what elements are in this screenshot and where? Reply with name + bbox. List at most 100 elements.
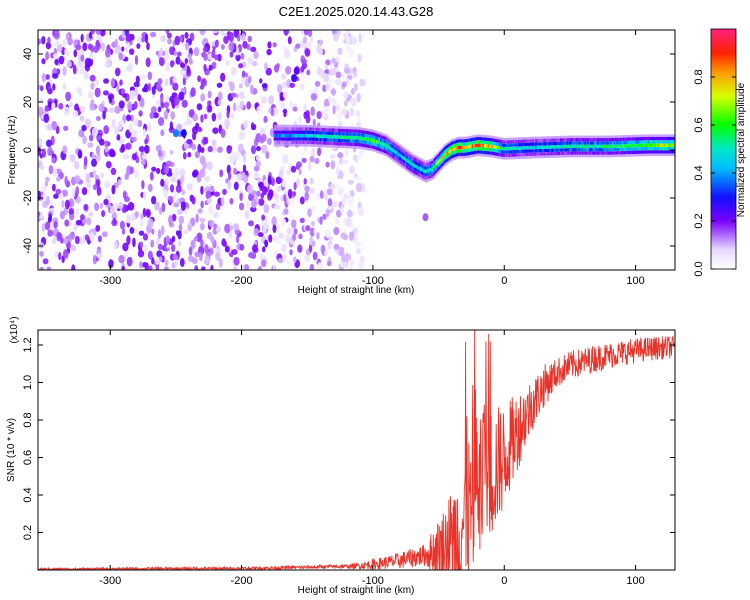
heatmap-cell (665, 150, 668, 154)
heatmap-cell (471, 154, 475, 158)
heatmap-cell (433, 168, 437, 172)
heatmap-cell (538, 145, 542, 149)
heatmap-cell (419, 167, 422, 171)
heatmap-cell (527, 149, 530, 153)
heatmap-cell (573, 154, 576, 158)
heatmap-cell (345, 139, 349, 143)
heatmap-cell (331, 128, 334, 132)
heatmap-cell (280, 130, 283, 134)
heatmap-cell (346, 217, 351, 228)
heatmap-cell (508, 150, 511, 154)
x-tick-label: -200 (231, 575, 253, 587)
heatmap-cell (608, 148, 611, 152)
heatmap-cell (293, 137, 296, 141)
heatmap-cell (567, 154, 571, 158)
heatmap-cell (429, 164, 433, 168)
heatmap-cell (436, 168, 439, 172)
heatmap-cell (309, 137, 312, 141)
heatmap-cell (642, 143, 645, 147)
heatmap-cell (500, 143, 504, 147)
heatmap-cell (357, 139, 360, 143)
heatmap-cell (105, 160, 112, 169)
heatmap-cell (328, 235, 333, 242)
heatmap-cell (661, 140, 664, 144)
heatmap-cell (663, 134, 666, 137)
heatmap-cell (352, 67, 357, 73)
heatmap-cell (595, 141, 598, 145)
heatmap-cell (498, 152, 501, 157)
heatmap-cell (583, 151, 586, 155)
heatmap-cell (137, 250, 145, 258)
heatmap-cell (418, 157, 421, 160)
heatmap-cell (598, 151, 601, 155)
heatmap-cell (483, 150, 486, 155)
heatmap-cell (668, 146, 672, 151)
heatmap-cell (112, 217, 117, 225)
heatmap-cell (281, 134, 284, 138)
heatmap-cell (364, 140, 367, 144)
heatmap-cell (411, 159, 414, 163)
heatmap-cell (289, 249, 293, 256)
heatmap-cell (500, 146, 504, 150)
heatmap-cell (456, 137, 459, 140)
heatmap-cell (190, 87, 196, 97)
heatmap-cell (604, 141, 607, 145)
heatmap-cell (361, 146, 364, 150)
heatmap-cell (453, 147, 456, 151)
heatmap-cell (124, 46, 129, 53)
heatmap-cell (443, 145, 446, 148)
heatmap-cell (299, 83, 305, 90)
heatmap-cell (440, 167, 443, 171)
heatmap-cell (369, 145, 372, 149)
heatmap-cell (318, 127, 321, 132)
heatmap-cell (403, 150, 406, 154)
heatmap-cell (185, 41, 190, 51)
heatmap-cell (446, 142, 450, 145)
heatmap-cell (141, 180, 145, 190)
heatmap-cell (450, 145, 454, 149)
heatmap-cell (605, 144, 609, 148)
heatmap-cell (173, 190, 177, 199)
heatmap-cell (452, 154, 455, 158)
heatmap-cell (56, 176, 61, 182)
heatmap-cell (590, 151, 593, 155)
heatmap-cell (559, 138, 563, 142)
heatmap-cell (655, 143, 659, 147)
heatmap-cell (360, 30, 366, 40)
heatmap-cell (566, 144, 569, 149)
heatmap-cell (416, 158, 419, 163)
heatmap-cell (525, 152, 528, 157)
heatmap-cell (453, 150, 456, 154)
heatmap-cell (143, 144, 150, 154)
heatmap-cell (537, 149, 540, 153)
heatmap-cell (349, 190, 355, 198)
heatmap-cell (647, 150, 651, 154)
heatmap-cell (211, 49, 216, 59)
heatmap-cell (280, 217, 287, 227)
heatmap-cell (565, 151, 568, 155)
heatmap-cell (326, 134, 329, 139)
heatmap-cell (103, 198, 109, 206)
heatmap-cell (395, 158, 398, 162)
heatmap-cell (658, 136, 661, 141)
heatmap-cell (307, 208, 312, 218)
heatmap-cell (575, 144, 578, 148)
heatmap-cell (168, 46, 174, 55)
y-tick-label: 0.8 (22, 412, 34, 427)
heatmap-cell (369, 148, 372, 151)
heatmap-cell (672, 153, 675, 157)
heatmap-cell (337, 145, 341, 148)
heatmap-cell (356, 143, 359, 147)
heatmap-cell (496, 146, 500, 150)
heatmap-cell (274, 144, 278, 147)
heatmap-cell (561, 135, 564, 139)
heatmap-cell (481, 150, 484, 154)
heatmap-cell (671, 140, 674, 144)
heatmap-cell (507, 157, 510, 160)
heatmap-cell (66, 60, 72, 68)
heatmap-cell (383, 153, 387, 156)
heatmap-cell (334, 145, 337, 148)
heatmap-cell (348, 265, 353, 270)
heatmap-cell (670, 146, 673, 151)
